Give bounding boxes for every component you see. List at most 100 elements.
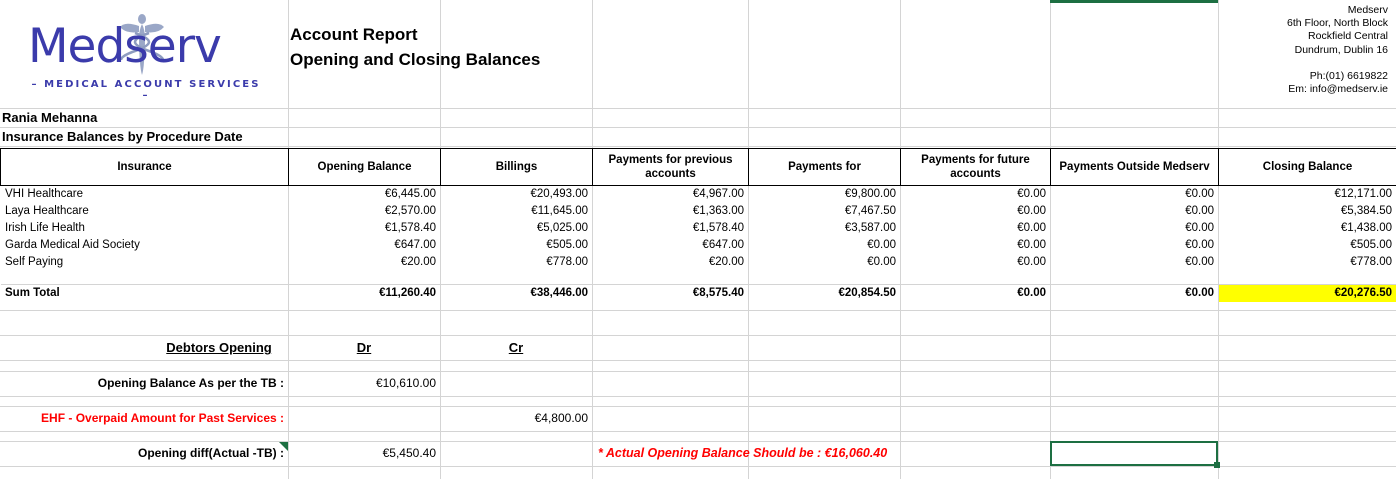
cell-total-opening[interactable]: €11,260.40 xyxy=(288,284,441,302)
cell-insurance[interactable]: Irish Life Health xyxy=(0,220,289,237)
grid-hline xyxy=(0,310,1396,311)
cell-insurance[interactable]: VHI Healthcare xyxy=(0,185,289,203)
cell-future[interactable]: €0.00 xyxy=(900,203,1051,220)
cell-billings[interactable]: €11,645.00 xyxy=(440,203,593,220)
ledger-col-dr[interactable]: Dr xyxy=(356,340,372,355)
cell-total-outside[interactable]: €0.00 xyxy=(1050,284,1219,302)
cell-billings[interactable]: €778.00 xyxy=(440,254,593,271)
col-header-billings[interactable]: Billings xyxy=(440,148,593,186)
grid-hline xyxy=(0,108,1396,109)
table-row[interactable]: Laya Healthcare €2,570.00 €11,645.00 €1,… xyxy=(0,203,1396,220)
address-line-2: 6th Floor, North Block xyxy=(1287,17,1388,30)
col-header-payments-future[interactable]: Payments for future accounts xyxy=(900,148,1051,186)
cell-prev[interactable]: €20.00 xyxy=(592,254,749,271)
cell-comment-indicator-icon[interactable] xyxy=(279,442,288,451)
cell-future[interactable]: €0.00 xyxy=(900,220,1051,237)
ehf-overpaid-cr-value[interactable]: €4,800.00 xyxy=(534,411,588,425)
spacer-cell xyxy=(0,271,289,285)
cell-insurance[interactable]: Self Paying xyxy=(0,254,289,271)
cell-opening[interactable]: €20.00 xyxy=(288,254,441,271)
opening-tb-label[interactable]: Opening Balance As per the TB : xyxy=(97,376,284,390)
col-header-insurance[interactable]: Insurance xyxy=(0,148,289,186)
cell-total-closing[interactable]: €20,276.50 xyxy=(1218,284,1396,302)
col-header-payments-previous[interactable]: Payments for previous accounts xyxy=(592,148,749,186)
actual-opening-balance-note[interactable]: * Actual Opening Balance Should be : €16… xyxy=(598,446,888,460)
cell-closing[interactable]: €505.00 xyxy=(1218,237,1396,254)
grid-hline xyxy=(0,406,1396,407)
cell-future[interactable]: €0.00 xyxy=(900,254,1051,271)
cell-payments[interactable]: €7,467.50 xyxy=(748,203,901,220)
cell-total-future[interactable]: €0.00 xyxy=(900,284,1051,302)
opening-tb-dr-value[interactable]: €10,610.00 xyxy=(375,376,436,390)
cell-opening[interactable]: €2,570.00 xyxy=(288,203,441,220)
cell-total-billings[interactable]: €38,446.00 xyxy=(440,284,593,302)
col-header-payments-outside[interactable]: Payments Outside Medserv xyxy=(1050,148,1219,186)
ledger-section-label[interactable]: Debtors Opening xyxy=(166,340,272,355)
table-row[interactable]: Self Paying €20.00 €778.00 €20.00 €0.00 … xyxy=(0,254,1396,271)
grid-vline xyxy=(592,0,593,148)
cell-opening[interactable]: €647.00 xyxy=(288,237,441,254)
opening-diff-dr-value[interactable]: €5,450.40 xyxy=(382,446,436,460)
cell-insurance[interactable]: Garda Medical Aid Society xyxy=(0,237,289,254)
cell-prev[interactable]: €647.00 xyxy=(592,237,749,254)
company-logo: Medserv – MEDICAL ACCOUNT SERVICES – xyxy=(0,0,288,108)
cell-payments[interactable]: €3,587.00 xyxy=(748,220,901,237)
col-header-payments-for[interactable]: Payments for xyxy=(748,148,901,186)
cell-future[interactable]: €0.00 xyxy=(900,185,1051,203)
cell-billings[interactable]: €5,025.00 xyxy=(440,220,593,237)
cell-total-label[interactable]: Sum Total xyxy=(0,284,289,302)
title-line-2: Opening and Closing Balances xyxy=(290,50,541,69)
cell-insurance[interactable]: Laya Healthcare xyxy=(0,203,289,220)
cell-total-prev[interactable]: €8,575.40 xyxy=(592,284,749,302)
cell-prev[interactable]: €4,967.00 xyxy=(592,185,749,203)
grid-vline xyxy=(748,0,749,148)
col-header-opening-balance[interactable]: Opening Balance xyxy=(288,148,441,186)
cell-opening[interactable]: €1,578.40 xyxy=(288,220,441,237)
cell-closing[interactable]: €1,438.00 xyxy=(1218,220,1396,237)
spacer-cell xyxy=(900,271,1051,285)
grid-vline xyxy=(748,300,749,479)
cell-outside[interactable]: €0.00 xyxy=(1050,220,1219,237)
address-line-4: Dundrum, Dublin 16 xyxy=(1294,43,1388,56)
cell-outside[interactable]: €0.00 xyxy=(1050,185,1219,203)
cell-outside[interactable]: €0.00 xyxy=(1050,237,1219,254)
cell-outside[interactable]: €0.00 xyxy=(1050,203,1219,220)
ledger-col-cr[interactable]: Cr xyxy=(508,340,524,355)
grid-hline xyxy=(0,335,1396,336)
col-header-closing-balance[interactable]: Closing Balance xyxy=(1218,148,1396,186)
cell-closing[interactable]: €778.00 xyxy=(1218,254,1396,271)
cell-billings[interactable]: €505.00 xyxy=(440,237,593,254)
cell-future[interactable]: €0.00 xyxy=(900,237,1051,254)
address-phone: Ph:(01) 6619822 xyxy=(1309,69,1388,82)
selection-fill-handle[interactable] xyxy=(1214,462,1220,468)
grid-hline xyxy=(0,127,1396,128)
cell-outside[interactable]: €0.00 xyxy=(1050,254,1219,271)
cell-total-payments[interactable]: €20,854.50 xyxy=(748,284,901,302)
table-row[interactable]: VHI Healthcare €6,445.00 €20,493.00 €4,9… xyxy=(0,185,1396,203)
balances-table: Insurance Opening Balance Billings Payme… xyxy=(0,148,1396,302)
cell-closing[interactable]: €5,384.50 xyxy=(1218,203,1396,220)
ehf-overpaid-label[interactable]: EHF - Overpaid Amount for Past Services … xyxy=(41,411,284,425)
opening-diff-label[interactable]: Opening diff(Actual -TB) : xyxy=(138,446,284,460)
cell-closing[interactable]: €12,171.00 xyxy=(1218,185,1396,203)
address-spacer xyxy=(1128,57,1388,70)
table-row[interactable]: Irish Life Health €1,578.40 €5,025.00 €1… xyxy=(0,220,1396,237)
table-row[interactable]: Garda Medical Aid Society €647.00 €505.0… xyxy=(0,237,1396,254)
cell-prev[interactable]: €1,578.40 xyxy=(592,220,749,237)
grid-vline xyxy=(900,0,901,148)
cell-billings[interactable]: €20,493.00 xyxy=(440,185,593,203)
report-subtitle: Insurance Balances by Procedure Date xyxy=(2,129,243,144)
cell-payments[interactable]: €0.00 xyxy=(748,254,901,271)
grid-vline xyxy=(1050,0,1051,148)
cell-payments[interactable]: €0.00 xyxy=(748,237,901,254)
cell-prev[interactable]: €1,363.00 xyxy=(592,203,749,220)
active-cell-selection[interactable] xyxy=(1050,441,1218,466)
sum-total-row[interactable]: Sum Total €11,260.40 €38,446.00 €8,575.4… xyxy=(0,284,1396,302)
grid-hline xyxy=(0,371,1396,372)
spacer-cell xyxy=(1218,271,1396,285)
cell-payments[interactable]: €9,800.00 xyxy=(748,185,901,203)
grid-vline xyxy=(1218,0,1219,148)
cell-opening[interactable]: €6,445.00 xyxy=(288,185,441,203)
table-spacer-row xyxy=(0,271,1396,285)
